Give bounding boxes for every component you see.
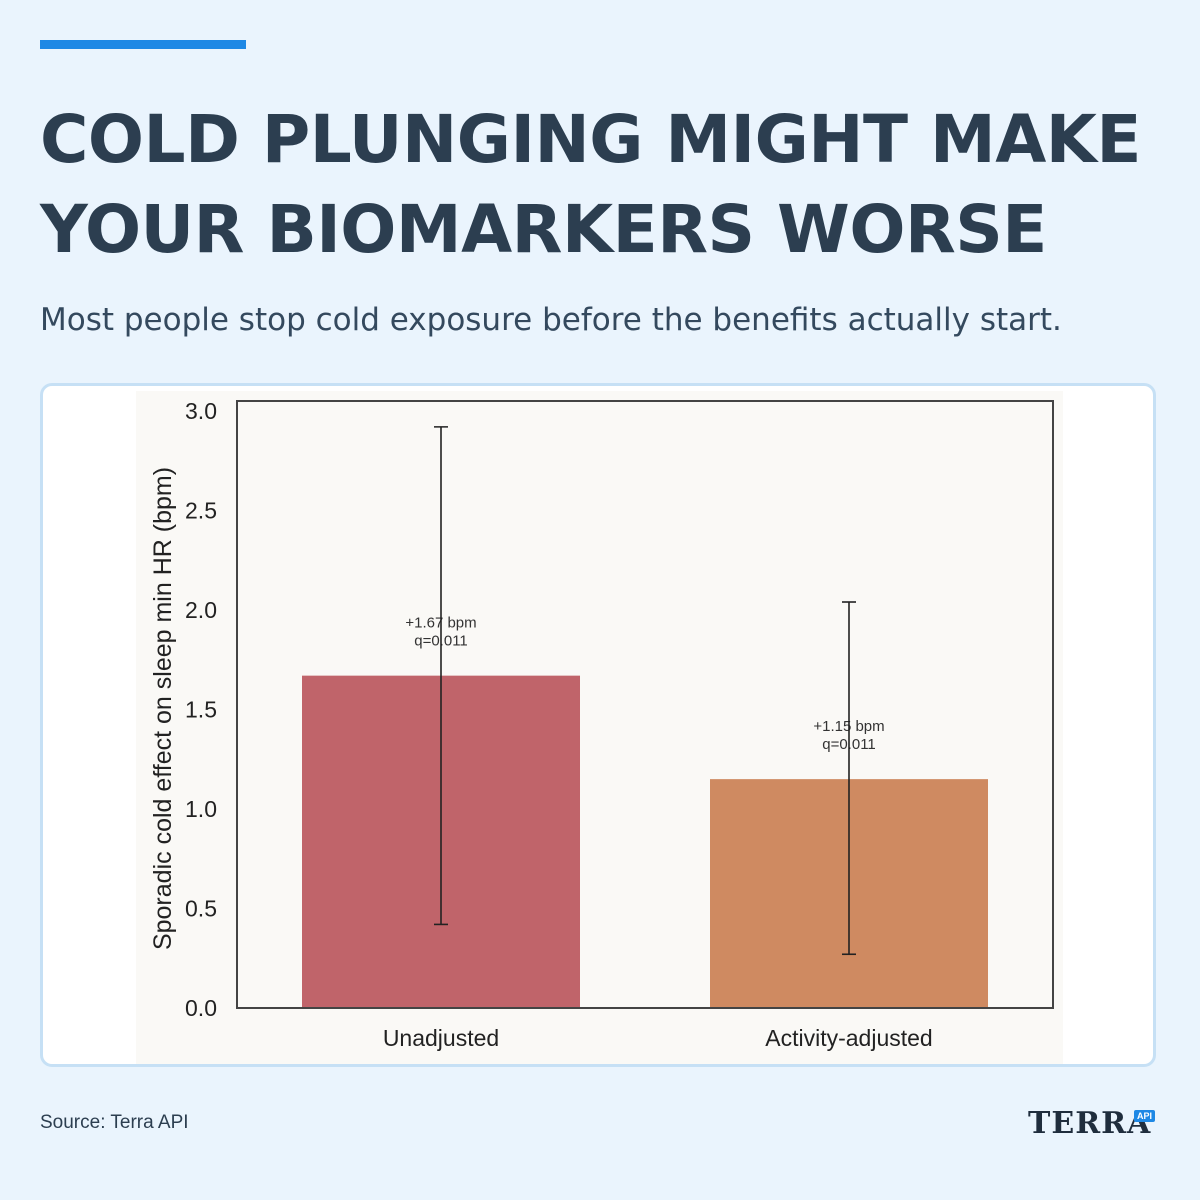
logo-badge: API	[1134, 1110, 1156, 1122]
logo-text: TERRA	[1028, 1106, 1152, 1141]
accent-bar	[40, 40, 246, 49]
y-tick-label: 2.5	[185, 497, 217, 523]
x-tick-label: Unadjusted	[383, 1025, 499, 1051]
y-tick-label: 0.0	[185, 995, 217, 1021]
y-tick-label: 1.0	[185, 796, 217, 822]
source-note: Source: Terra API	[40, 1112, 189, 1133]
page-title: COLD PLUNGING MIGHT MAKE YOUR BIOMARKERS…	[40, 101, 1142, 268]
y-tick-label: 1.5	[185, 696, 217, 722]
terra-logo: TERRA API	[1028, 1104, 1168, 1144]
page-subtitle: Most people stop cold exposure before th…	[40, 302, 1062, 338]
y-tick-label: 2.0	[185, 597, 217, 623]
y-tick-label: 3.0	[185, 398, 217, 424]
axes-frame	[236, 400, 1054, 1009]
y-axis-label: Sporadic cold effect on sleep min HR (bp…	[149, 467, 177, 950]
chart-card: +1.67 bpm q=0.011 +1.15 bpm q=0.011 0.0 0.5 1.…	[40, 383, 1156, 1067]
x-tick-label: Activity-adjusted	[765, 1025, 932, 1051]
y-tick-label: 0.5	[185, 895, 217, 921]
